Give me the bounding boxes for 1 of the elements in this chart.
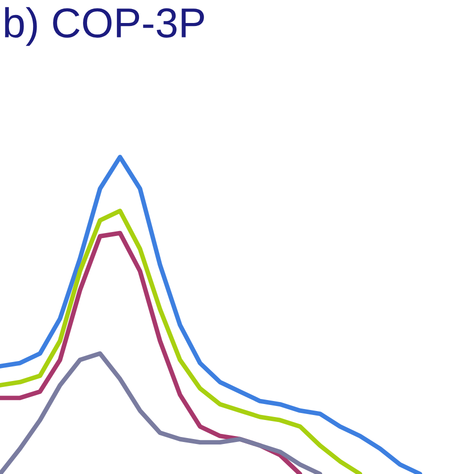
chart-title: b) COP-3P xyxy=(5,7,204,46)
